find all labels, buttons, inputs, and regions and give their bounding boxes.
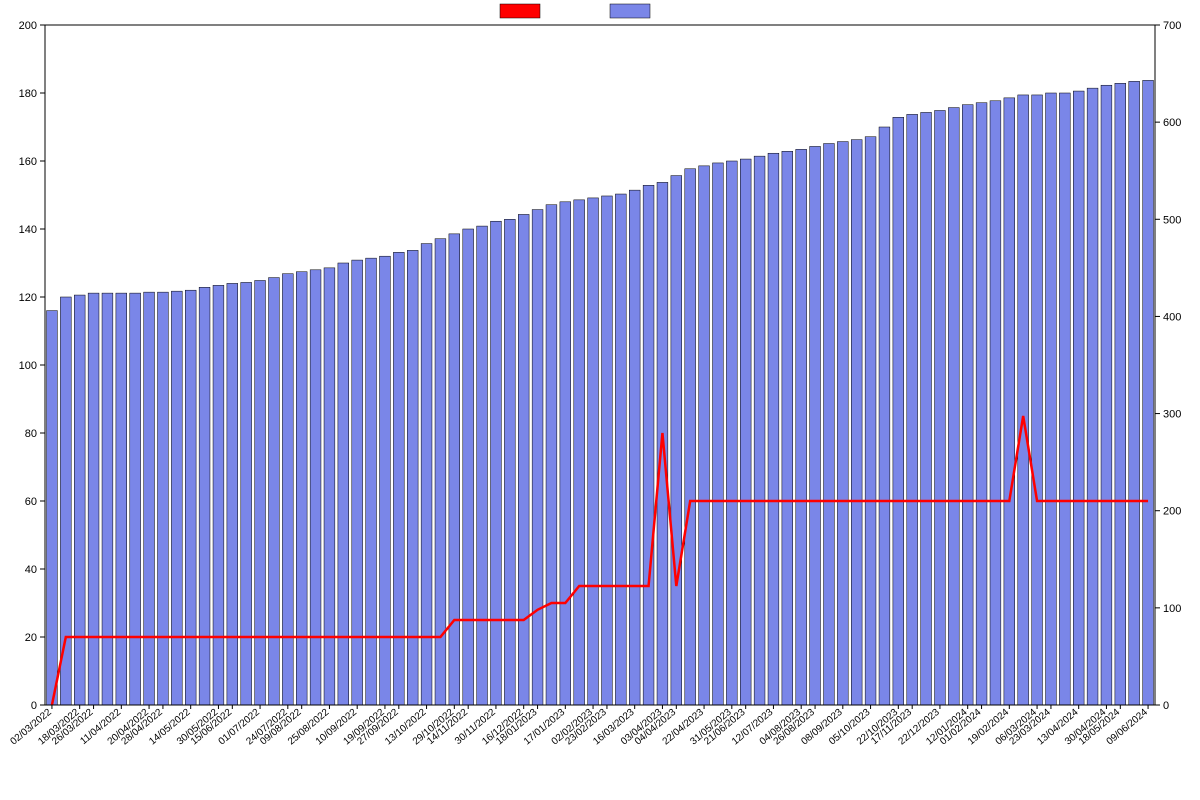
- bar: [851, 140, 862, 705]
- bar: [1018, 95, 1029, 705]
- bar: [449, 234, 460, 705]
- bar: [1073, 91, 1084, 705]
- bar: [74, 295, 85, 705]
- bar: [324, 268, 335, 705]
- bar: [227, 283, 238, 705]
- y-right-tick: 600: [1163, 117, 1181, 129]
- bar: [865, 137, 876, 705]
- bar: [144, 292, 155, 705]
- bar: [615, 194, 626, 705]
- bar: [879, 127, 890, 705]
- legend-line-swatch: [500, 4, 540, 18]
- bar: [255, 280, 266, 705]
- bar: [1101, 85, 1112, 705]
- y-right-tick: 200: [1163, 506, 1181, 518]
- bar: [602, 196, 613, 705]
- bar: [546, 205, 557, 705]
- bar: [921, 112, 932, 705]
- legend-bar-swatch: [610, 4, 650, 18]
- bar: [699, 166, 710, 705]
- bar: [463, 229, 474, 705]
- bar: [962, 105, 973, 705]
- y-right-tick: 0: [1163, 700, 1169, 712]
- bar: [837, 142, 848, 705]
- y-left-tick: 200: [19, 20, 37, 32]
- bar: [754, 156, 765, 705]
- bar: [213, 285, 224, 705]
- bar: [518, 214, 529, 705]
- bar: [685, 169, 696, 705]
- bar: [768, 153, 779, 705]
- bar: [1004, 98, 1015, 705]
- bar: [1143, 80, 1154, 705]
- chart-container: 0 20 40 60 80 100 120 140 160 180 200 0 100 200 300 400…: [0, 0, 1200, 800]
- bar: [282, 274, 293, 705]
- bar: [740, 159, 751, 705]
- bar: [1087, 88, 1098, 705]
- y-left-tick: 100: [19, 360, 37, 372]
- y-left-tick: 40: [25, 564, 37, 576]
- bar: [629, 190, 640, 705]
- bar: [199, 287, 210, 705]
- bar: [116, 293, 127, 705]
- bar: [713, 163, 724, 705]
- bar: [726, 161, 737, 705]
- y-left-tick: 60: [25, 496, 37, 508]
- bar: [990, 101, 1001, 705]
- y-left-tick: 120: [19, 292, 37, 304]
- y-left-tick: 160: [19, 156, 37, 168]
- y-right-tick: 500: [1163, 214, 1181, 226]
- combo-chart: 0 20 40 60 80 100 120 140 160 180 200 0 100 200 300 400…: [0, 0, 1200, 800]
- bar: [269, 278, 280, 705]
- y-left-tick: 0: [31, 700, 37, 712]
- bar: [560, 202, 571, 705]
- y-left-tick: 20: [25, 632, 37, 644]
- bar: [47, 311, 58, 705]
- bar: [185, 290, 196, 705]
- bar: [643, 185, 654, 705]
- bar: [824, 144, 835, 705]
- bar: [671, 176, 682, 705]
- bar: [532, 210, 543, 705]
- bar: [948, 108, 959, 705]
- bar: [1059, 93, 1070, 705]
- bar: [171, 291, 182, 705]
- bar: [1129, 81, 1140, 705]
- y-right-tick: 100: [1163, 603, 1181, 615]
- bar: [810, 146, 821, 705]
- bar: [588, 198, 599, 705]
- bar: [130, 293, 141, 705]
- bar: [893, 117, 904, 705]
- bar: [574, 200, 585, 705]
- bar: [1032, 95, 1043, 705]
- bar: [504, 219, 515, 705]
- y-left-tick: 80: [25, 428, 37, 440]
- y-left-tick: 180: [19, 88, 37, 100]
- bar: [102, 293, 113, 705]
- bar: [796, 149, 807, 705]
- bar: [352, 260, 363, 705]
- y-right-tick: 700: [1163, 20, 1181, 32]
- bar: [782, 151, 793, 705]
- bar: [935, 110, 946, 705]
- bar: [907, 114, 918, 705]
- y-right-tick: 300: [1163, 409, 1181, 421]
- bar: [241, 282, 252, 705]
- bar: [477, 226, 488, 705]
- bar: [338, 263, 349, 705]
- bar: [60, 297, 71, 705]
- bar: [158, 292, 169, 705]
- bar: [296, 272, 307, 705]
- bar: [88, 293, 99, 705]
- bar: [1046, 93, 1057, 705]
- bar: [1115, 83, 1126, 705]
- y-left-tick: 140: [19, 224, 37, 236]
- bar: [310, 270, 321, 705]
- y-right-tick: 400: [1163, 311, 1181, 323]
- bar: [491, 221, 502, 705]
- bar: [976, 103, 987, 705]
